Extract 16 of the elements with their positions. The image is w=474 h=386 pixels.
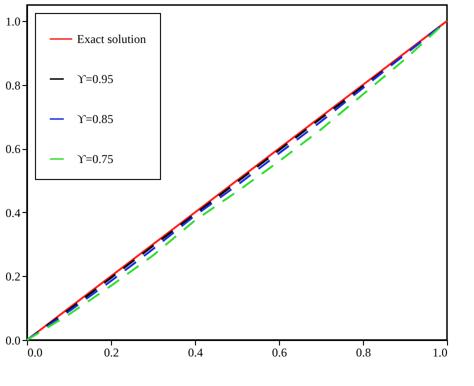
x-tick-label: 0.2: [104, 346, 119, 360]
legend-label: ϒ=0.85: [77, 112, 114, 126]
y-tick-label: 0.4: [6, 206, 20, 220]
y-tick-label: 0.0: [6, 334, 20, 348]
x-tick-label: 0.8: [356, 346, 371, 360]
legend-label: ϒ=0.95: [77, 72, 114, 86]
legend-label: ϒ=0.75: [77, 152, 114, 166]
x-tick-label: 0.6: [272, 346, 287, 360]
y-tick-label: 0.8: [6, 78, 20, 92]
x-tick-label: 1.0: [432, 346, 448, 360]
y-tick-label: 0.2: [6, 270, 20, 284]
x-tick-label: 0.0: [28, 346, 42, 360]
x-tick-label: 0.4: [188, 346, 203, 360]
y-tick-label: 0.6: [6, 142, 20, 156]
legend-label: Exact solution: [77, 32, 146, 46]
y-tick-label: 1.0: [6, 14, 20, 28]
